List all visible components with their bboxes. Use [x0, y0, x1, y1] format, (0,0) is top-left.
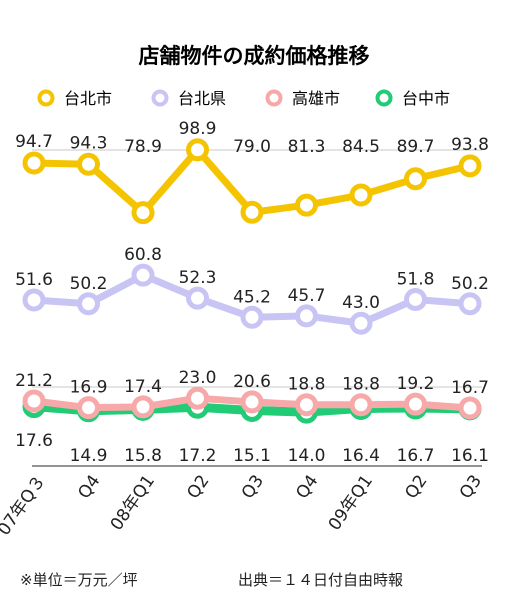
data-label: 50.2 [70, 274, 108, 294]
data-label: 17.2 [179, 446, 217, 466]
data-label: 84.5 [342, 137, 380, 157]
data-label: 18.8 [288, 375, 326, 395]
data-label: 16.9 [70, 378, 108, 398]
x-tick-label: Q4 [74, 471, 104, 502]
data-point [458, 292, 482, 316]
data-label: 79.0 [233, 137, 271, 157]
data-point [22, 288, 46, 312]
legend-marker [151, 89, 169, 107]
data-point [240, 390, 264, 414]
data-label: 94.3 [70, 133, 108, 153]
x-tick-label: Q2 [183, 471, 213, 502]
legend-label: 台北市 [64, 89, 112, 108]
data-label: 21.2 [15, 371, 53, 391]
data-label: 16.1 [451, 446, 489, 466]
data-point [77, 152, 100, 176]
plot-area: 94.7 94.3 78.9 98.9 79.0 81.3 84.5 89.7 93.8 51.6… [15, 119, 489, 466]
data-labels: 94.7 94.3 78.9 98.9 79.0 81.3 84.5 89.7 93.8 51.6… [15, 119, 489, 466]
data-point [404, 287, 427, 311]
x-tick-label: Q3 [456, 471, 486, 502]
legend-label: 台中市 [402, 89, 450, 108]
data-point [77, 396, 100, 420]
data-label: 43.0 [342, 293, 380, 313]
data-label: 93.8 [451, 135, 489, 155]
data-label: 16.7 [397, 446, 435, 466]
data-point [458, 396, 482, 420]
x-tick-label: 08年Q1 [107, 471, 159, 534]
legend-label: 高雄市 [292, 89, 340, 108]
legend-marker [265, 89, 283, 107]
data-point [131, 201, 155, 225]
gridlines [32, 149, 482, 467]
data-point [349, 311, 373, 335]
data-point [404, 392, 427, 416]
legend-marker [37, 89, 55, 107]
data-label: 23.0 [179, 368, 217, 388]
data-label: 17.6 [15, 431, 53, 451]
chart-title: 店舗物件の成約価格推移 [139, 44, 370, 68]
data-label: 15.8 [124, 446, 162, 466]
data-label: 14.0 [288, 446, 326, 466]
data-point [186, 138, 209, 162]
data-label: 14.9 [70, 446, 108, 466]
footnote-unit: ※単位＝万元／坪 [20, 571, 138, 589]
data-point [186, 386, 209, 410]
data-point [295, 193, 318, 217]
data-point [349, 393, 373, 417]
data-point [22, 151, 46, 175]
data-label: 81.3 [288, 137, 326, 157]
footnote-source: 出典＝１４日付自由時報 [238, 571, 403, 589]
data-label: 50.2 [451, 274, 489, 294]
x-tick-label: 09年Q1 [325, 471, 377, 534]
x-axis-ticks: 07年Q３ Q4 08年Q1 Q2 Q3 Q4 09年Q1 Q2 Q3 [0, 471, 486, 539]
data-point [186, 286, 209, 310]
data-label: 19.2 [397, 374, 435, 394]
x-tick-label: Q3 [238, 471, 268, 502]
data-label: 60.8 [124, 245, 162, 265]
data-label: 15.1 [233, 446, 271, 466]
data-label: 94.7 [15, 132, 53, 152]
data-label: 17.4 [124, 377, 162, 397]
data-label: 16.4 [342, 446, 380, 466]
legend-marker [375, 89, 393, 107]
data-point [240, 305, 264, 329]
data-label: 45.2 [233, 287, 271, 307]
data-label: 98.9 [179, 119, 217, 139]
data-label: 18.8 [342, 375, 380, 395]
legend: 台北市 台北県 高雄市 台中市 [37, 89, 450, 108]
data-point [295, 393, 318, 417]
data-point [295, 304, 318, 328]
data-point [22, 389, 46, 413]
data-point [404, 167, 427, 191]
data-label: 51.8 [397, 269, 435, 289]
data-point [349, 183, 373, 207]
data-label: 78.9 [124, 137, 162, 157]
x-tick-label: Q4 [292, 471, 322, 502]
data-label: 89.7 [397, 137, 435, 157]
data-label: 20.6 [233, 372, 271, 392]
data-label: 16.7 [451, 378, 489, 398]
x-tick-label: 07年Q３ [0, 471, 50, 539]
data-label: 51.6 [15, 270, 53, 290]
data-point [77, 292, 100, 316]
data-point [131, 263, 155, 287]
x-tick-label: Q2 [401, 471, 431, 502]
legend-label: 台北県 [178, 89, 226, 108]
data-label: 52.3 [179, 268, 217, 288]
data-point [458, 154, 482, 178]
data-label: 45.7 [288, 286, 326, 306]
data-point [131, 395, 155, 419]
data-point [240, 200, 264, 224]
